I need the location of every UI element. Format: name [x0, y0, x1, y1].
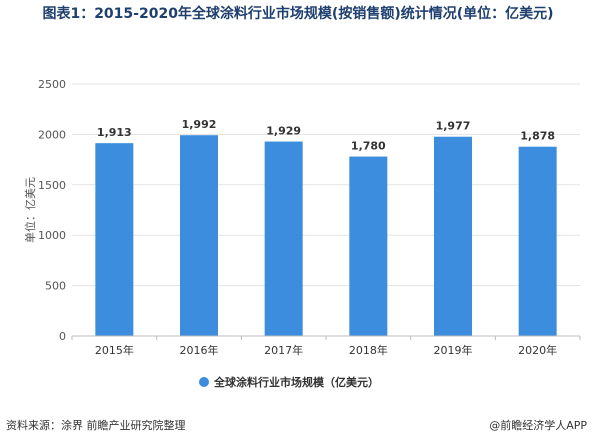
x-tick-label: 2018年 — [349, 343, 388, 357]
footer: 资料来源：涂界 前瞻产业研究院整理 @前瞻经济学人APP — [6, 417, 587, 433]
brand: @前瞻经济学人APP — [489, 417, 587, 433]
bar-value-label: 1,992 — [182, 118, 217, 131]
x-tick-label: 2020年 — [518, 343, 557, 357]
data-labels: 1,913 1,992 1,929 1,780 1,977 1,878 — [97, 118, 555, 152]
y-tick-label: 0 — [59, 330, 66, 343]
gridlines — [72, 83, 580, 287]
y-axis-label: 单位：亿美元 — [23, 177, 37, 243]
y-tick-label: 2000 — [38, 128, 66, 141]
x-tick-label: 2017年 — [264, 343, 303, 357]
bars — [95, 135, 557, 336]
bar — [518, 146, 557, 336]
y-tick-label: 1500 — [38, 179, 66, 192]
legend-label: 全球涂料行业市场规模（亿美元） — [213, 375, 379, 389]
x-tick-label: 2016年 — [180, 343, 219, 357]
brand-text: @前瞻经济学人APP — [489, 419, 587, 432]
bar-value-label: 1,977 — [436, 120, 471, 133]
chart-title: 图表1：2015-2020年全球涂料行业市场规模(按销售额)统计情况(单位：亿美… — [42, 6, 554, 22]
x-axis-ticks: 2015年 2016年 2017年 2018年 2019年 2020年 — [71, 336, 581, 357]
y-tick-label: 500 — [45, 280, 66, 293]
bar-value-label: 1,780 — [351, 140, 386, 153]
bar — [180, 135, 218, 336]
x-tick-label: 2015年 — [95, 343, 134, 357]
x-tick-label: 2019年 — [434, 343, 473, 357]
bar-value-label: 1,913 — [97, 126, 132, 139]
source-note: 资料来源：涂界 前瞻产业研究院整理 — [6, 419, 186, 432]
legend: 全球涂料行业市场规模（亿美元） — [199, 375, 379, 389]
bar — [95, 143, 134, 336]
bar-value-label: 1,929 — [266, 125, 301, 138]
y-axis-ticks: 0 500 1000 1500 2000 2500 — [38, 78, 66, 343]
bar — [264, 141, 303, 336]
bar — [349, 156, 388, 336]
bar-value-label: 1,878 — [520, 130, 555, 143]
legend-swatch-icon — [199, 377, 209, 387]
bar — [434, 136, 472, 336]
y-tick-label: 1000 — [38, 229, 66, 242]
y-tick-label: 2500 — [38, 78, 66, 91]
